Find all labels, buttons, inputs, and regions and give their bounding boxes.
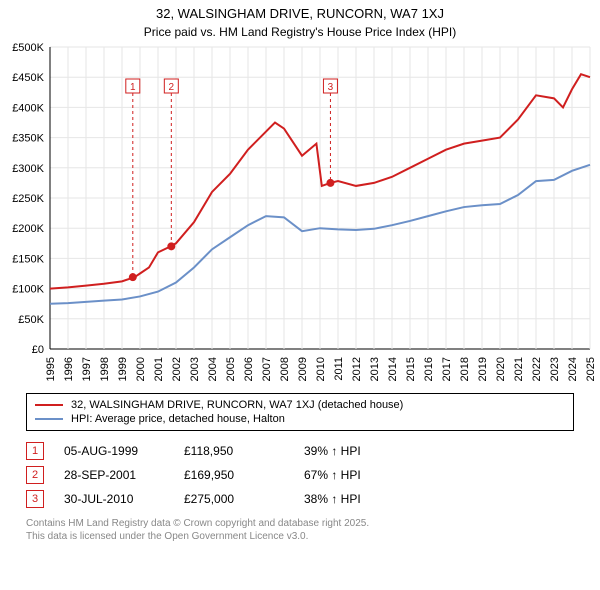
marker-table: 1 05-AUG-1999 £118,950 39% ↑ HPI 2 28-SE… bbox=[26, 439, 574, 511]
marker-row: 1 05-AUG-1999 £118,950 39% ↑ HPI bbox=[26, 439, 574, 463]
svg-text:2004: 2004 bbox=[207, 357, 219, 381]
svg-text:£200K: £200K bbox=[12, 223, 44, 235]
svg-text:2011: 2011 bbox=[333, 357, 345, 381]
svg-text:2014: 2014 bbox=[387, 357, 399, 381]
svg-text:£300K: £300K bbox=[12, 163, 44, 175]
svg-text:£350K: £350K bbox=[12, 132, 44, 144]
svg-text:2024: 2024 bbox=[567, 357, 579, 381]
svg-text:2017: 2017 bbox=[441, 357, 453, 381]
svg-text:2020: 2020 bbox=[495, 357, 507, 381]
footer-attribution: Contains HM Land Registry data © Crown c… bbox=[26, 517, 574, 543]
marker-row: 2 28-SEP-2001 £169,950 67% ↑ HPI bbox=[26, 463, 574, 487]
marker-num: 3 bbox=[26, 490, 44, 508]
svg-text:2013: 2013 bbox=[369, 357, 381, 381]
svg-text:2003: 2003 bbox=[189, 357, 201, 381]
svg-text:2018: 2018 bbox=[459, 357, 471, 381]
svg-text:1997: 1997 bbox=[81, 357, 93, 381]
svg-text:2006: 2006 bbox=[243, 357, 255, 381]
svg-text:£0: £0 bbox=[32, 344, 44, 356]
chart-title: 32, WALSINGHAM DRIVE, RUNCORN, WA7 1XJ bbox=[0, 0, 600, 23]
legend-label-a: 32, WALSINGHAM DRIVE, RUNCORN, WA7 1XJ (… bbox=[71, 399, 403, 411]
svg-text:2007: 2007 bbox=[261, 357, 273, 381]
svg-text:2019: 2019 bbox=[477, 357, 489, 381]
svg-text:1995: 1995 bbox=[45, 357, 57, 381]
line-chart: £0 £50K £100K £150K £200K £250K £300K £350K £400… bbox=[0, 39, 600, 389]
svg-text:1999: 1999 bbox=[117, 357, 129, 381]
svg-text:2005: 2005 bbox=[225, 357, 237, 381]
marker-price: £169,950 bbox=[184, 468, 284, 482]
marker-date: 30-JUL-2010 bbox=[64, 492, 164, 506]
legend: 32, WALSINGHAM DRIVE, RUNCORN, WA7 1XJ (… bbox=[26, 393, 574, 431]
svg-text:£50K: £50K bbox=[18, 314, 44, 326]
svg-text:£450K: £450K bbox=[12, 72, 44, 84]
svg-text:£500K: £500K bbox=[12, 42, 44, 54]
svg-text:2025: 2025 bbox=[585, 357, 597, 381]
svg-text:2023: 2023 bbox=[549, 357, 561, 381]
marker-num: 1 bbox=[26, 442, 44, 460]
svg-text:2016: 2016 bbox=[423, 357, 435, 381]
marker-row: 3 30-JUL-2010 £275,000 38% ↑ HPI bbox=[26, 487, 574, 511]
chart-subtitle: Price paid vs. HM Land Registry's House … bbox=[0, 25, 600, 39]
svg-text:£100K: £100K bbox=[12, 283, 44, 295]
svg-text:1998: 1998 bbox=[99, 357, 111, 381]
marker-pct: 67% ↑ HPI bbox=[304, 468, 404, 482]
marker-pct: 38% ↑ HPI bbox=[304, 492, 404, 506]
svg-text:2009: 2009 bbox=[297, 357, 309, 381]
legend-swatch-b bbox=[35, 418, 63, 420]
svg-text:1996: 1996 bbox=[63, 357, 75, 381]
svg-text:1: 1 bbox=[130, 82, 136, 93]
svg-text:2015: 2015 bbox=[405, 357, 417, 381]
svg-text:£150K: £150K bbox=[12, 253, 44, 265]
marker-date: 28-SEP-2001 bbox=[64, 468, 164, 482]
svg-text:2021: 2021 bbox=[513, 357, 525, 381]
marker-pct: 39% ↑ HPI bbox=[304, 444, 404, 458]
svg-text:2010: 2010 bbox=[315, 357, 327, 381]
marker-price: £275,000 bbox=[184, 492, 284, 506]
svg-text:£400K: £400K bbox=[12, 102, 44, 114]
legend-label-b: HPI: Average price, detached house, Halt… bbox=[71, 413, 285, 425]
svg-text:2: 2 bbox=[169, 82, 175, 93]
svg-text:3: 3 bbox=[328, 82, 334, 93]
marker-num: 2 bbox=[26, 466, 44, 484]
svg-text:2022: 2022 bbox=[531, 357, 543, 381]
svg-text:2002: 2002 bbox=[171, 357, 183, 381]
svg-text:£250K: £250K bbox=[12, 193, 44, 205]
marker-date: 05-AUG-1999 bbox=[64, 444, 164, 458]
svg-text:2008: 2008 bbox=[279, 357, 291, 381]
svg-text:2012: 2012 bbox=[351, 357, 363, 381]
legend-swatch-a bbox=[35, 404, 63, 406]
svg-text:2000: 2000 bbox=[135, 357, 147, 381]
marker-price: £118,950 bbox=[184, 444, 284, 458]
svg-text:2001: 2001 bbox=[153, 357, 165, 381]
